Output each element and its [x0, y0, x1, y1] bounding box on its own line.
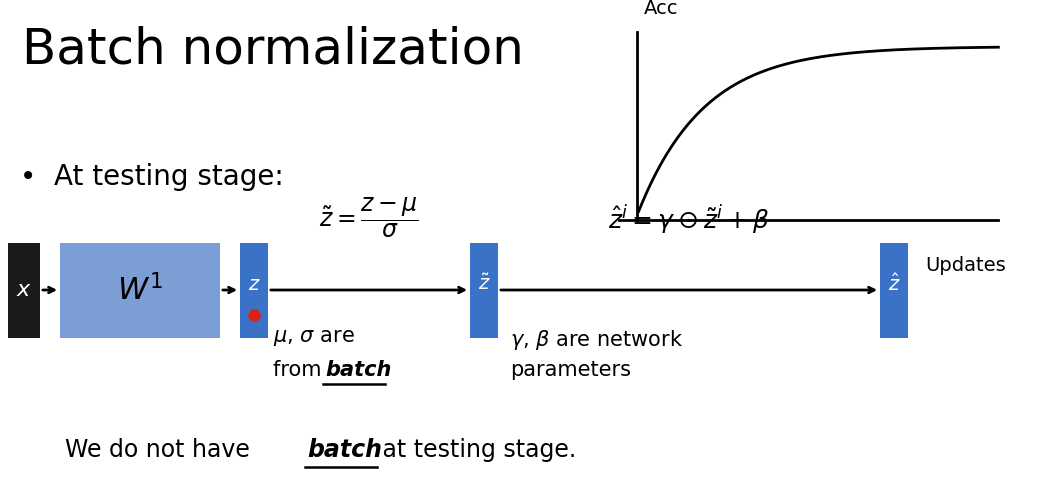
Text: $z$: $z$: [248, 275, 260, 294]
Text: batch: batch: [324, 360, 391, 380]
Text: $W^1$: $W^1$: [118, 274, 163, 306]
Text: •  At testing stage:: • At testing stage:: [20, 163, 284, 191]
Text: $\tilde{z}$: $\tilde{z}$: [477, 274, 490, 294]
FancyBboxPatch shape: [880, 243, 908, 338]
FancyBboxPatch shape: [240, 243, 268, 338]
Text: at testing stage.: at testing stage.: [375, 438, 576, 462]
FancyBboxPatch shape: [470, 243, 498, 338]
Text: Acc: Acc: [644, 0, 679, 18]
Text: We do not have: We do not have: [64, 438, 257, 462]
Text: from: from: [272, 360, 329, 380]
Text: Updates: Updates: [925, 256, 1006, 275]
FancyBboxPatch shape: [8, 243, 40, 338]
Text: $\gamma$, $\beta$ are network: $\gamma$, $\beta$ are network: [510, 328, 683, 352]
Text: $x$: $x$: [16, 280, 32, 300]
Text: $\tilde{z} = \dfrac{z - \mu}{\sigma}$: $\tilde{z} = \dfrac{z - \mu}{\sigma}$: [319, 196, 419, 240]
Text: parameters: parameters: [510, 360, 631, 380]
Text: $\hat{z}^i = \gamma \odot \tilde{z}^i + \beta$: $\hat{z}^i = \gamma \odot \tilde{z}^i + …: [608, 203, 770, 237]
FancyBboxPatch shape: [60, 243, 220, 338]
Text: batch: batch: [307, 438, 382, 462]
Text: $\hat{z}$: $\hat{z}$: [888, 273, 901, 295]
Text: Batch normalization: Batch normalization: [22, 25, 524, 73]
Text: $\mu$, $\sigma$ are: $\mu$, $\sigma$ are: [272, 328, 355, 348]
